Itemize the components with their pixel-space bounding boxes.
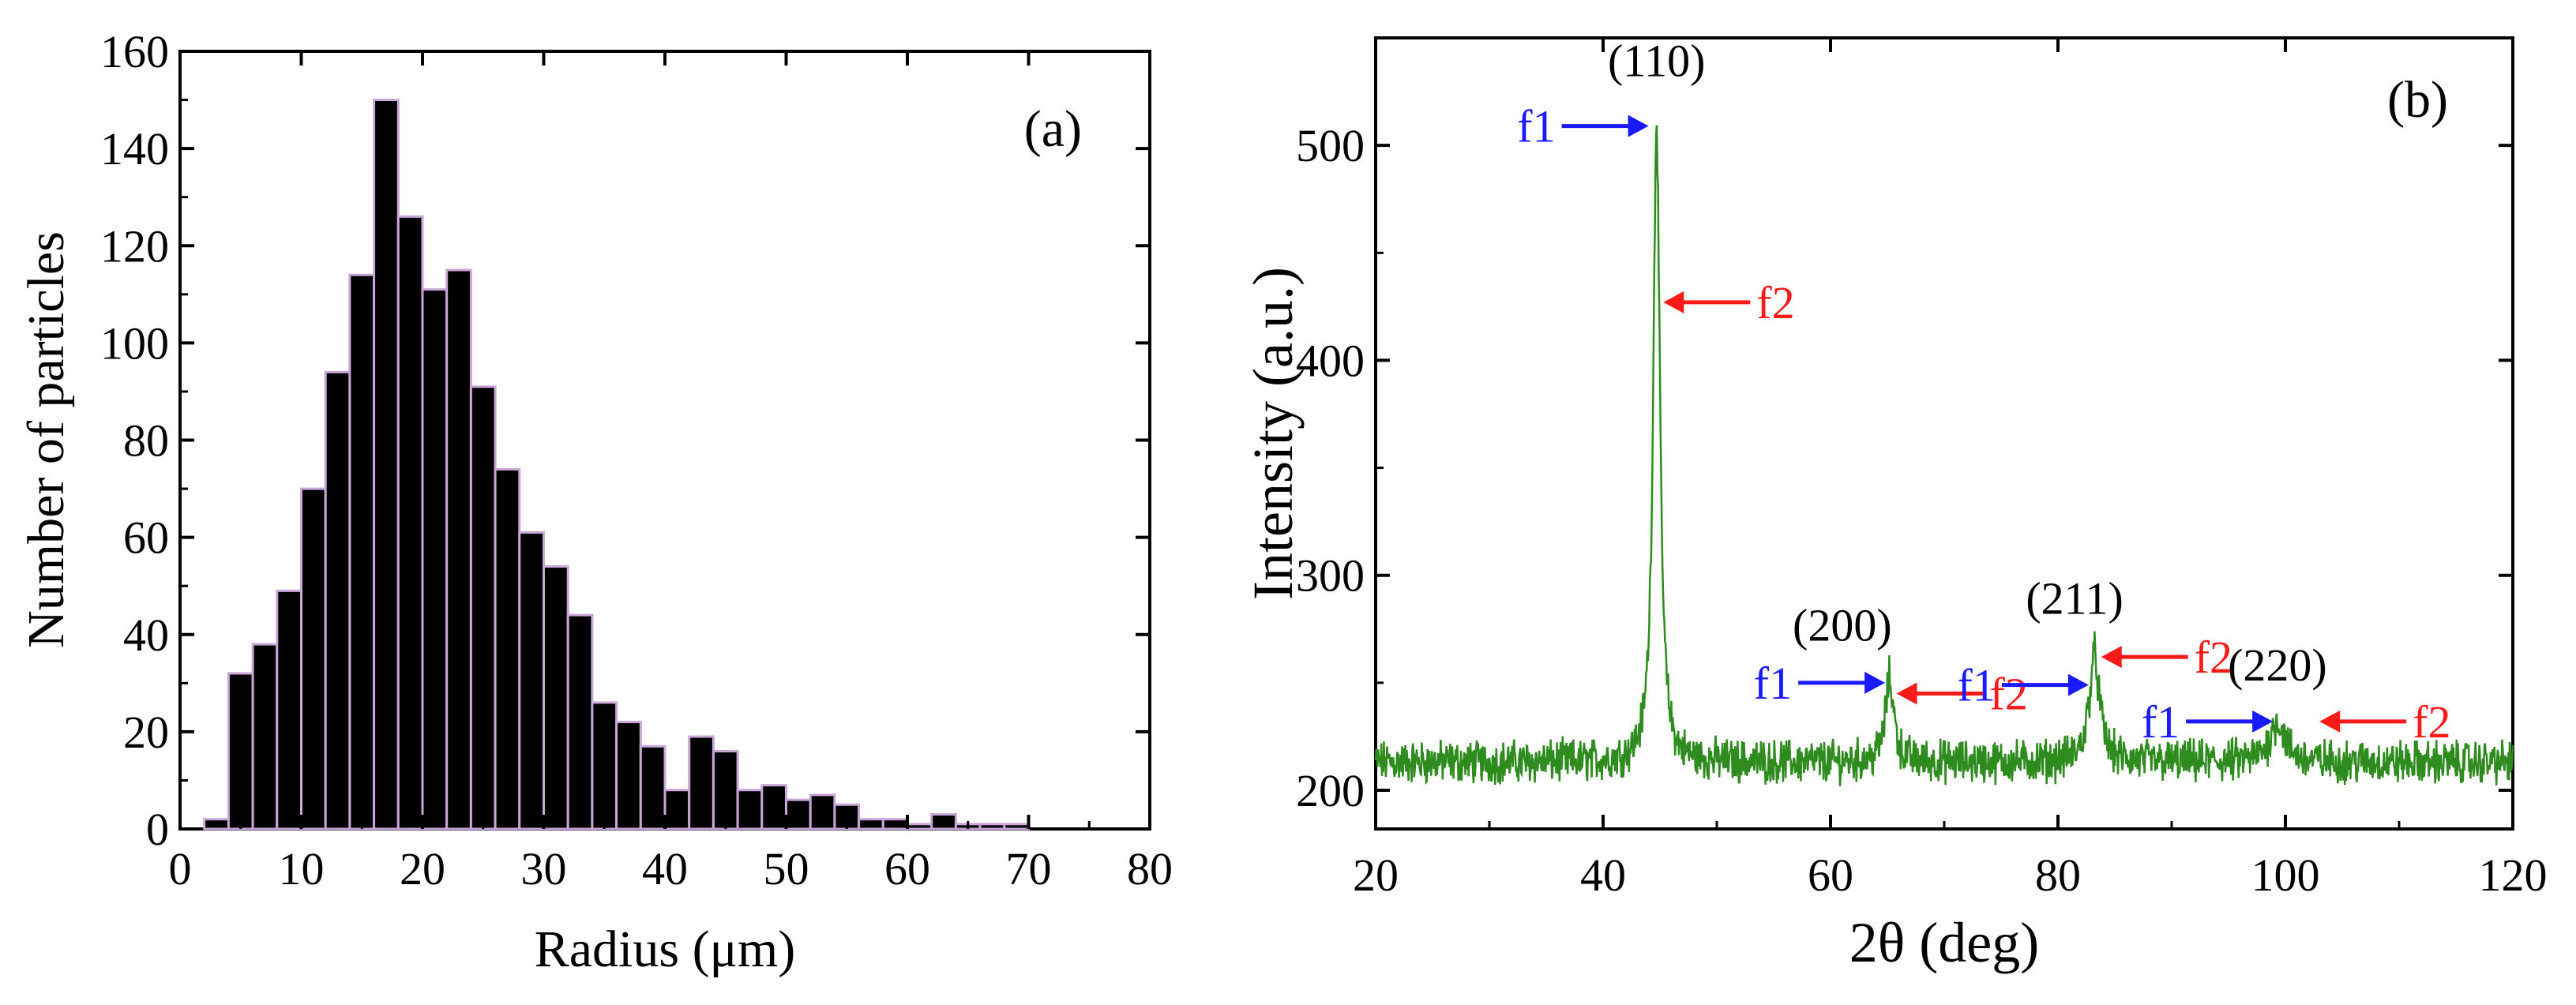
- panel-a-histogram: 0 10 20 30 40 50 60 70 80 0 20 40 60 80 100 120 140 160 (…: [17, 26, 1173, 978]
- annotation-arrow-head: [2252, 710, 2274, 733]
- x-tick-label: 70: [1006, 843, 1052, 894]
- peak-label: (200): [1793, 599, 1892, 651]
- histogram-bar: [348, 273, 376, 831]
- annotation-arrow-head: [1663, 291, 1684, 313]
- y-tick-label: 60: [123, 512, 169, 564]
- histogram-bar: [639, 744, 667, 831]
- annotation-label: f2: [2195, 632, 2232, 683]
- x-tick-label: 120: [2479, 849, 2548, 901]
- panel-a-ylabel: Number of particles: [17, 231, 75, 648]
- panel-b-xlabel: 2θ (deg): [1849, 911, 2039, 974]
- histogram-bar: [906, 823, 933, 831]
- histogram-bar: [396, 215, 424, 831]
- x-tick-label: 20: [1353, 849, 1399, 901]
- panel-a-label: (a): [1024, 100, 1082, 158]
- histogram-bar: [566, 613, 594, 831]
- histogram-bar: [760, 784, 787, 831]
- x-tick-label: 60: [884, 843, 930, 894]
- annotation-arrow-head: [1628, 114, 1649, 137]
- histogram-bar: [324, 370, 351, 831]
- x-tick-label: 80: [1127, 843, 1173, 894]
- x-tick-label: 40: [642, 843, 688, 894]
- histogram-bar: [276, 589, 302, 831]
- panel-b-xrd: 20 40 60 80 100 120 200 300 400 500 (110) (200) (21…: [1241, 35, 2548, 974]
- histogram-bar: [615, 721, 642, 831]
- x-tick-label: 100: [2251, 849, 2320, 901]
- annotation-label: f2: [1756, 277, 1794, 328]
- peak-label: (211): [2026, 572, 2123, 624]
- y-tick-label: 120: [100, 220, 169, 272]
- x-tick-label: 40: [1580, 849, 1626, 901]
- histogram-bar: [1003, 823, 1031, 831]
- histogram-bar: [736, 789, 764, 831]
- histogram-bar: [227, 672, 254, 831]
- histogram-bar: [978, 823, 1006, 831]
- panel-b-plot-frame: [1374, 36, 2514, 831]
- annotation-label: f1: [1517, 101, 1555, 152]
- histogram-bar: [858, 818, 884, 831]
- y-tick-label: 160: [100, 26, 169, 77]
- y-tick-label: 40: [123, 609, 169, 661]
- x-tick-label: 60: [1808, 849, 1853, 901]
- histogram-bar: [203, 818, 230, 831]
- annotation-arrow-head: [2101, 646, 2122, 669]
- histogram-bar: [251, 643, 279, 831]
- annotation-label: f2: [2413, 696, 2450, 748]
- x-tick-label: 0: [169, 843, 192, 894]
- x-tick-label: 10: [279, 843, 325, 894]
- y-tick-label: 300: [1296, 550, 1365, 602]
- histogram-bar: [300, 487, 327, 831]
- peak-label: (220): [2228, 639, 2327, 691]
- panel-b-ylabel: Intensity (a.u.): [1241, 267, 1305, 600]
- y-tick-label: 500: [1296, 120, 1365, 171]
- y-tick-label: 80: [123, 415, 169, 467]
- y-tick-label: 100: [100, 317, 169, 369]
- histogram-bar: [543, 565, 569, 831]
- y-tick-label: 140: [100, 123, 169, 174]
- histogram-bar: [809, 793, 836, 831]
- annotation-arrow-head: [2067, 673, 2089, 696]
- panel-a-axes: 0 10 20 30 40 50 60 70 80 0 20 40 60 80 100 120 140 160: [100, 26, 1173, 894]
- histogram-bar: [663, 789, 691, 831]
- panel-a-xlabel: Radius (μm): [535, 921, 796, 978]
- histogram-bar: [712, 750, 739, 831]
- histogram-bar: [930, 813, 957, 831]
- histogram-bar: [421, 288, 449, 831]
- panel-b-line: [1374, 125, 2514, 787]
- histogram-bar: [688, 735, 715, 831]
- x-tick-label: 20: [400, 843, 445, 894]
- histogram-bar: [445, 268, 472, 831]
- panel-b-label: (b): [2387, 71, 2448, 129]
- annotation-arrow-head: [1864, 671, 1886, 694]
- annotation-label: f1: [1754, 658, 1792, 709]
- annotation-label: f1: [2142, 696, 2180, 748]
- histogram-bar: [591, 701, 618, 831]
- panel-b-axes: 20 40 60 80 100 120 200 300 400 500: [1296, 38, 2548, 901]
- x-tick-label: 80: [2035, 849, 2081, 901]
- histogram-bar: [785, 798, 812, 831]
- annotation-arrow-head: [1896, 682, 1917, 705]
- xrd-series-line: [1374, 125, 2514, 787]
- annotation-label: f1: [1958, 660, 1996, 711]
- y-tick-label: 200: [1296, 765, 1365, 816]
- x-tick-label: 50: [764, 843, 809, 894]
- histogram-bar: [881, 818, 909, 831]
- y-tick-label: 400: [1296, 335, 1365, 386]
- panel-a-bars: [203, 99, 1031, 831]
- histogram-bar: [518, 531, 545, 831]
- histogram-bar: [494, 467, 521, 831]
- x-tick-label: 30: [521, 843, 567, 894]
- y-tick-label: 0: [146, 804, 169, 855]
- peak-label: (110): [1608, 35, 1705, 86]
- y-tick-label: 20: [123, 707, 169, 758]
- histogram-bar: [373, 99, 400, 831]
- annotation-label: f2: [1990, 668, 2028, 719]
- annotation-arrow-head: [2319, 710, 2341, 733]
- histogram-bar: [469, 385, 497, 831]
